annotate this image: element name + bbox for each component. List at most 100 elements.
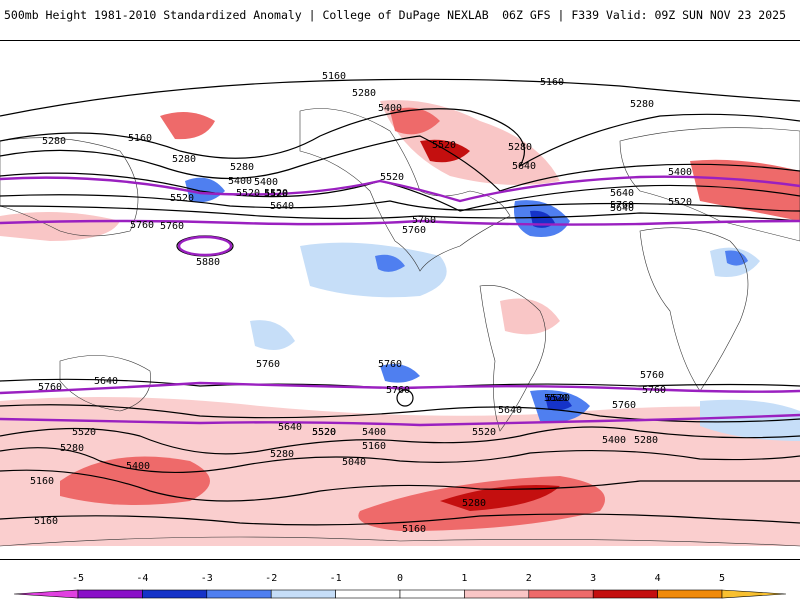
contour-5160-antarctic [0, 513, 800, 526]
contour-label: 5880 [196, 257, 220, 268]
colorbar-svg: -5 -4 -3 -2 -1 0 1 2 3 4 5 [13, 573, 787, 599]
colorbar-tick-label: -2 [265, 573, 277, 584]
contour-label: 5640 [278, 422, 302, 433]
contour-label: 5640 [270, 201, 294, 212]
contour-label: 5400 [254, 177, 278, 188]
contour-label: 5520 [546, 393, 570, 404]
colorbar-segment [464, 589, 530, 599]
anomaly-pos-greenland [390, 107, 440, 135]
contour-label: 5280 [230, 162, 254, 173]
map-panel: 5160 5160 5280 5400 5520 5280 5640 5520 … [0, 40, 800, 560]
contour-label: 5160 [34, 516, 58, 527]
contour-5520-north-purple [0, 175, 800, 203]
colorbar-tick-label: 0 [397, 573, 403, 584]
contour-label: 5280 [462, 498, 486, 509]
contour-label: 5400 [602, 435, 626, 446]
contour-label: 5520 [264, 189, 288, 200]
contour-label: 5640 [498, 405, 522, 416]
contour-label: 5520 [236, 188, 260, 199]
contour-label: 5160 [540, 77, 564, 88]
contour-5760-south-purple [0, 381, 800, 395]
anomaly-pos-n-europe [690, 159, 800, 221]
anomaly-pos-sw-pacific [60, 456, 210, 505]
contour-label: 5160 [402, 524, 426, 535]
colorbar-segment [142, 589, 208, 599]
contour-low-s-atlantic [396, 389, 414, 407]
contour-label: 5760 [38, 382, 62, 393]
anomaly-weak-pos-pacific [0, 212, 120, 241]
antarctica-outline [0, 536, 800, 547]
contour-5280-south [0, 447, 800, 474]
contour-5880-purple [177, 235, 233, 257]
contour-5400-north [0, 135, 800, 192]
contour-label: 5280 [42, 136, 66, 147]
contour-label: 5040 [342, 457, 366, 468]
anomaly-neg-s-pacific [380, 363, 420, 383]
colorbar-segment [206, 589, 272, 599]
colorbar-segment [721, 589, 787, 599]
contour-label: 5520 [170, 193, 194, 204]
contour-label: 5760 [378, 359, 402, 370]
contour-label: 5400 [378, 103, 402, 114]
contour-label: 5280 [630, 99, 654, 110]
contour-label: 5640 [94, 376, 118, 387]
anomaly-weak-neg-s-ocean [700, 399, 800, 441]
colorbar-segment [528, 589, 594, 599]
contour-label: 5760 [610, 200, 634, 211]
contour-label: 5520 [312, 427, 336, 438]
colorbar-tick-label: 1 [461, 573, 467, 584]
contour-label: 5760 [160, 221, 184, 232]
contour-label: 5640 [610, 203, 634, 214]
contour-5760-north-b [0, 205, 800, 222]
colorbar-ticks: -5 -4 -3 -2 -1 0 1 2 3 4 5 [72, 573, 725, 584]
anomaly-neg-nw-pacific [185, 177, 225, 203]
contour-label: 5520 [668, 197, 692, 208]
contour-label: 5760 [256, 359, 280, 370]
contour-label: 5520 [72, 427, 96, 438]
contour-label: 5520 [544, 393, 568, 404]
colorbar-tick-label: 5 [719, 573, 725, 584]
contour-label: 5400 [126, 461, 150, 472]
contour-label: 5160 [322, 71, 346, 82]
contour-label: 5280 [634, 435, 658, 446]
contour-label: 5520 [264, 188, 288, 199]
colorbar-segment [592, 589, 658, 599]
contour-label: 5760 [412, 215, 436, 226]
contour-label: 5520 [472, 427, 496, 438]
run-info: 06Z GFS | F339 Valid: 09Z SUN NOV 23 202… [502, 8, 786, 22]
contour-label: 5400 [228, 176, 252, 187]
colorbar-tick-label: -5 [72, 573, 84, 584]
anomaly-pos-nw-pacific [160, 112, 215, 140]
negative-anomaly-shading [185, 177, 800, 441]
positive-anomaly-shading [0, 100, 800, 546]
colorbar-segment [335, 589, 401, 599]
anomaly-weak-neg-south [250, 320, 295, 350]
anomaly-weak-pos-s-america [500, 298, 560, 335]
contour-label: 5400 [362, 427, 386, 438]
contour-label: 5760 [612, 400, 636, 411]
anomaly-strong-pos-antarctic [440, 485, 560, 511]
colorbar-segment [77, 589, 143, 599]
contour-label: 5760 [640, 370, 664, 381]
contour-label: 5760 [386, 385, 410, 396]
contour-label: 5760 [642, 385, 666, 396]
contour-5160-north [0, 78, 800, 117]
anomaly-neg-pacific [375, 254, 405, 272]
contour-label: 5520 [312, 427, 336, 438]
contour-label: 5640 [512, 161, 536, 172]
contour-label: 5280 [270, 449, 294, 460]
colorbar-segment [13, 589, 79, 599]
colorbar-tick-label: 4 [655, 573, 661, 584]
contour-5640-north [0, 194, 800, 212]
contour-label: 5280 [508, 142, 532, 153]
contour-label: 5160 [128, 133, 152, 144]
contour-label: 5160 [30, 476, 54, 487]
anomaly-weak-neg-pacific [300, 242, 447, 298]
contour-5280-north [0, 108, 800, 168]
colorbar-tick-label: -3 [201, 573, 213, 584]
contour-label: 5280 [172, 154, 196, 165]
contour-5760-north-purple [0, 219, 800, 226]
contour-label: 5640 [610, 188, 634, 199]
anomaly-neg-africa [725, 250, 748, 266]
contour-label: 5520 [432, 140, 456, 151]
